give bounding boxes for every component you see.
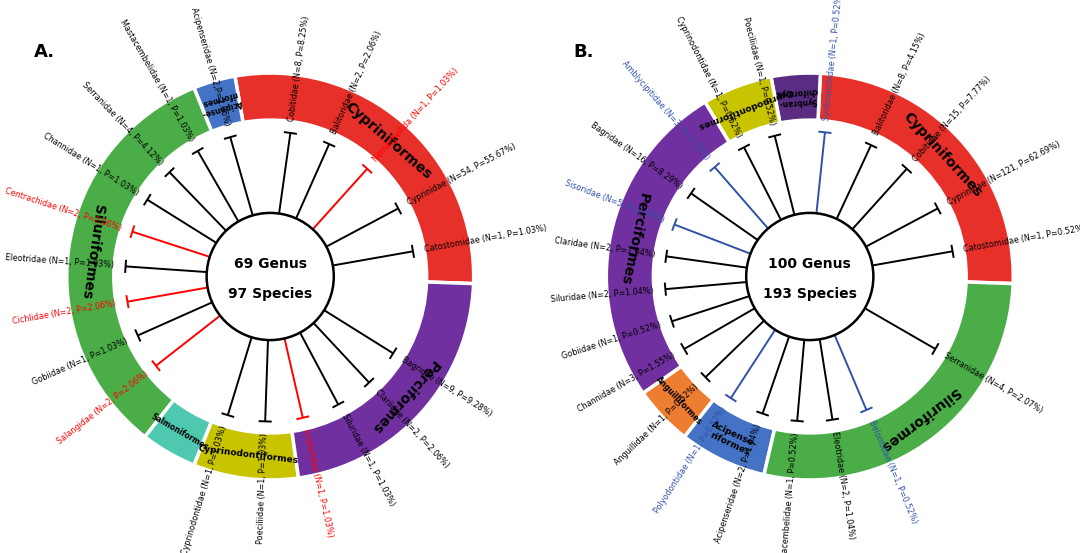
Text: Ictaluridae (N=1, P=1.03%): Ictaluridae (N=1, P=1.03%)	[301, 428, 335, 538]
Text: Cypriniformes: Cypriniformes	[342, 100, 434, 182]
Wedge shape	[643, 366, 714, 437]
Text: Cyprinidae (N=121, P=62.69%): Cyprinidae (N=121, P=62.69%)	[946, 139, 1062, 207]
Wedge shape	[145, 400, 212, 465]
Text: Bagridae (N=9, P=9.28%): Bagridae (N=9, P=9.28%)	[401, 356, 494, 419]
Text: Siluriformes: Siluriformes	[79, 204, 106, 300]
Wedge shape	[818, 74, 1013, 284]
Text: Cobitidae (N=15, P=7.77%): Cobitidae (N=15, P=7.77%)	[912, 74, 993, 163]
Text: Cyprinodontidae (N=1, P=0.52%): Cyprinodontidae (N=1, P=0.52%)	[674, 15, 743, 139]
Wedge shape	[764, 282, 1013, 480]
Text: Channidae (N=1, P=1.03%): Channidae (N=1, P=1.03%)	[41, 131, 140, 197]
Text: 69 Genus: 69 Genus	[233, 257, 307, 271]
Text: Claridae (N=2, P=1.04%): Claridae (N=2, P=1.04%)	[554, 236, 656, 259]
Text: Polyodontidae (N=1, P=0.52%): Polyodontidae (N=1, P=0.52%)	[652, 405, 728, 515]
Text: Catostomidae (N=1, P=0.52%): Catostomidae (N=1, P=0.52%)	[963, 223, 1080, 254]
Text: B.: B.	[573, 43, 594, 60]
Text: Synbranchidae (N=1, P=0.52%): Synbranchidae (N=1, P=0.52%)	[822, 0, 845, 122]
Text: Channidae (N=3, P=1.55%): Channidae (N=3, P=1.55%)	[576, 351, 676, 414]
Text: Acipenseridae (N=2, P=1.04%): Acipenseridae (N=2, P=1.04%)	[714, 423, 764, 544]
Text: Catostomidae (N=1, P=1.03%): Catostomidae (N=1, P=1.03%)	[423, 223, 548, 254]
Text: Siluridae (N=1, P=1.03%): Siluridae (N=1, P=1.03%)	[340, 413, 396, 508]
Text: Cyprinidae (N=54, P=55.67%): Cyprinidae (N=54, P=55.67%)	[406, 142, 518, 207]
Wedge shape	[685, 400, 774, 474]
Text: Balitoridae (N=2, P=2.06%): Balitoridae (N=2, P=2.06%)	[329, 29, 383, 135]
Text: Cyprinodontiformes: Cyprinodontiformes	[697, 86, 794, 131]
Text: Siluriformes: Siluriformes	[877, 385, 961, 454]
Text: Acipenseridae (N=2,P=2.06%): Acipenseridae (N=2,P=2.06%)	[189, 7, 231, 127]
Text: Anguilliformes: Anguilliformes	[654, 374, 704, 426]
Text: Mastacembelidae (N=1, P=1.03%): Mastacembelidae (N=1, P=1.03%)	[119, 18, 195, 143]
Text: A.: A.	[33, 43, 55, 60]
Text: Bagridae (N=16, P=8.29%): Bagridae (N=16, P=8.29%)	[590, 121, 685, 190]
Text: Perciformes: Perciformes	[617, 191, 650, 286]
Circle shape	[746, 213, 874, 340]
Text: Cichlidae (N=2, P=2.06%): Cichlidae (N=2, P=2.06%)	[12, 299, 117, 326]
Text: Sisoridae (N=5, P=2.59%): Sisoridae (N=5, P=2.59%)	[564, 179, 665, 225]
Text: Perciformes: Perciformes	[367, 357, 441, 436]
Text: Acipense-
riformes: Acipense- riformes	[198, 88, 244, 119]
Text: Acipense-
riformes: Acipense- riformes	[705, 419, 759, 458]
Text: Gobiidae (N=1, P=0.52%): Gobiidae (N=1, P=0.52%)	[561, 321, 662, 361]
Text: Poeciliidae (N=1, P=1.03%): Poeciliidae (N=1, P=1.03%)	[256, 432, 269, 544]
Wedge shape	[292, 282, 473, 478]
Wedge shape	[771, 73, 821, 123]
Text: Amblycipitidae (N=3, P=1.55%): Amblycipitidae (N=3, P=1.55%)	[620, 59, 711, 161]
Text: Eleotridae (N=2, P=1.04%): Eleotridae (N=2, P=1.04%)	[829, 430, 855, 540]
Text: 100 Genus: 100 Genus	[768, 257, 851, 271]
Text: Gobiidae (N=1, P=1.03%): Gobiidae (N=1, P=1.03%)	[30, 336, 130, 387]
Text: Serranidae (N=4, P=4.12%): Serranidae (N=4, P=4.12%)	[80, 80, 165, 167]
Wedge shape	[234, 73, 474, 284]
Text: Mastacembelidae (N=1, P=0.52%): Mastacembelidae (N=1, P=0.52%)	[780, 432, 800, 553]
Text: Eleotridae (N=1, P=1.03%): Eleotridae (N=1, P=1.03%)	[5, 253, 114, 270]
Wedge shape	[705, 77, 780, 143]
Text: Siluridae (N=2, P=1.04%): Siluridae (N=2, P=1.04%)	[551, 286, 654, 304]
Text: Cobitidae (N=8, P=8.25%): Cobitidae (N=8, P=8.25%)	[287, 15, 311, 122]
Text: Cyprinodontidae (N=1, P=1.03%): Cyprinodontidae (N=1, P=1.03%)	[180, 425, 229, 553]
Text: Poeciliidae (N=1, P=0.52%): Poeciliidae (N=1, P=0.52%)	[741, 15, 777, 126]
Text: Clariidae (N=2, P=2.06%): Clariidae (N=2, P=2.06%)	[374, 388, 451, 470]
Text: Belontidae (N=1, P=0.52%): Belontidae (N=1, P=0.52%)	[867, 419, 919, 525]
Wedge shape	[67, 88, 212, 437]
Text: Balitoridae (N=8, P=4.15%): Balitoridae (N=8, P=4.15%)	[872, 32, 928, 137]
Text: Anguillidae (N=1, P=0.52%): Anguillidae (N=1, P=0.52%)	[613, 382, 701, 467]
Text: Cypriniformes: Cypriniformes	[901, 109, 985, 200]
Wedge shape	[194, 76, 243, 132]
Text: Salmoniformes: Salmoniformes	[150, 412, 211, 452]
Text: 193 Species: 193 Species	[762, 288, 856, 301]
Text: Cyprinodontiformes: Cyprinodontiformes	[198, 445, 299, 466]
Text: 97 Species: 97 Species	[228, 288, 312, 301]
Text: Centrachidae (N=2, P=2.06%): Centrachidae (N=2, P=2.06%)	[4, 186, 123, 232]
Wedge shape	[606, 102, 729, 393]
Text: Synbran-
chiformes: Synbran- chiformes	[775, 86, 820, 108]
Text: Serranidae (N=4, P=2.07%): Serranidae (N=4, P=2.07%)	[943, 351, 1044, 415]
Wedge shape	[194, 421, 298, 480]
Circle shape	[206, 213, 334, 340]
Text: Nemacheilida (N=1, P=1.03%): Nemacheilida (N=1, P=1.03%)	[372, 66, 460, 163]
Text: Salangidae (N=2, P=2.06%): Salangidae (N=2, P=2.06%)	[55, 369, 150, 446]
